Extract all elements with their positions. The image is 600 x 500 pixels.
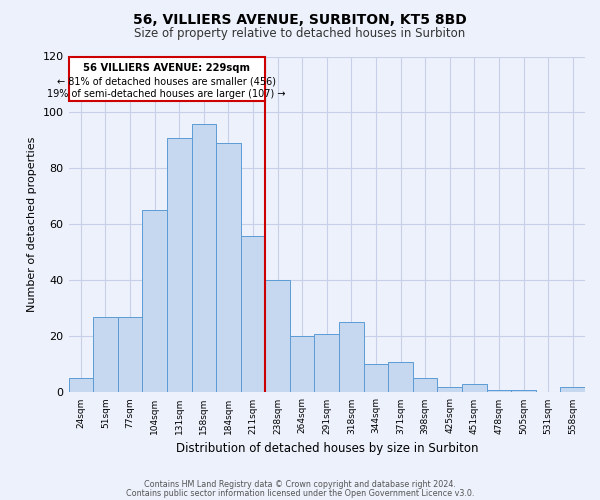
Bar (339, 322, 364, 392)
Bar (68, 378, 93, 392)
Text: 56 VILLIERS AVENUE: 229sqm: 56 VILLIERS AVENUE: 229sqm (83, 64, 250, 74)
Text: Contains public sector information licensed under the Open Government Licence v3: Contains public sector information licen… (126, 489, 474, 498)
Bar (191, 124, 216, 392)
Text: Contains HM Land Registry data © Crown copyright and database right 2024.: Contains HM Land Registry data © Crown c… (144, 480, 456, 489)
Bar (511, 390, 536, 392)
Text: ← 81% of detached houses are smaller (456): ← 81% of detached houses are smaller (45… (57, 76, 276, 86)
Bar (265, 280, 290, 392)
Bar (314, 334, 339, 392)
Bar (241, 236, 265, 392)
Y-axis label: Number of detached properties: Number of detached properties (27, 137, 37, 312)
Bar (560, 387, 585, 392)
Bar (167, 138, 191, 392)
FancyBboxPatch shape (68, 56, 265, 102)
Text: 56, VILLIERS AVENUE, SURBITON, KT5 8BD: 56, VILLIERS AVENUE, SURBITON, KT5 8BD (133, 12, 467, 26)
Bar (364, 364, 388, 392)
Text: Size of property relative to detached houses in Surbiton: Size of property relative to detached ho… (134, 28, 466, 40)
Bar (462, 384, 487, 392)
Bar (216, 144, 241, 392)
Bar (487, 390, 511, 392)
Bar (388, 362, 413, 392)
Bar (118, 317, 142, 392)
X-axis label: Distribution of detached houses by size in Surbiton: Distribution of detached houses by size … (176, 442, 478, 455)
Bar (437, 387, 462, 392)
Bar (413, 378, 437, 392)
Bar (142, 210, 167, 392)
Text: 19% of semi-detached houses are larger (107) →: 19% of semi-detached houses are larger (… (47, 88, 286, 99)
Bar (290, 336, 314, 392)
Bar (93, 317, 118, 392)
